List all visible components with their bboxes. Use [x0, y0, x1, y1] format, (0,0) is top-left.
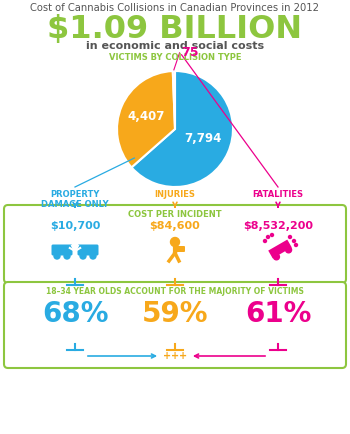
Text: $10,700: $10,700 [50, 221, 100, 231]
Circle shape [54, 253, 60, 259]
Text: 75: 75 [182, 46, 199, 59]
Text: COST PER INCIDENT: COST PER INCIDENT [128, 210, 222, 219]
Circle shape [288, 236, 292, 239]
Circle shape [90, 253, 96, 259]
Text: +: + [179, 351, 187, 361]
Polygon shape [268, 240, 292, 258]
FancyBboxPatch shape [4, 205, 346, 283]
Circle shape [266, 236, 270, 239]
Text: 7,794: 7,794 [184, 132, 221, 145]
Text: in economic and social costs: in economic and social costs [86, 41, 264, 51]
Circle shape [264, 240, 266, 243]
Circle shape [170, 237, 180, 247]
Text: $8,532,200: $8,532,200 [243, 221, 313, 231]
FancyBboxPatch shape [173, 246, 185, 252]
Text: $84,600: $84,600 [150, 221, 200, 231]
Circle shape [80, 253, 86, 259]
Text: 18–34 YEAR OLDS ACCOUNT FOR THE MAJORITY OF VICTIMS: 18–34 YEAR OLDS ACCOUNT FOR THE MAJORITY… [46, 287, 304, 296]
Text: 59%: 59% [142, 300, 208, 328]
Wedge shape [117, 71, 175, 168]
Wedge shape [132, 71, 233, 187]
Text: INJURIES: INJURIES [155, 190, 195, 199]
FancyBboxPatch shape [77, 244, 98, 256]
Circle shape [293, 240, 295, 243]
Text: 61%: 61% [245, 300, 311, 328]
Circle shape [286, 247, 292, 253]
Text: VICTIMS BY COLLISION TYPE: VICTIMS BY COLLISION TYPE [109, 53, 241, 62]
Circle shape [64, 253, 70, 259]
Text: FATALITIES: FATALITIES [252, 190, 303, 199]
Text: Cost of Cannabis Collisions in Canadian Provinces in 2012: Cost of Cannabis Collisions in Canadian … [30, 3, 320, 13]
Wedge shape [173, 71, 175, 129]
FancyBboxPatch shape [4, 282, 346, 368]
Text: 68%: 68% [42, 300, 108, 328]
Circle shape [271, 233, 273, 237]
Circle shape [273, 254, 279, 260]
Text: 4,407: 4,407 [127, 110, 164, 123]
Text: +: + [171, 351, 179, 361]
Text: +: + [163, 351, 171, 361]
FancyBboxPatch shape [51, 244, 72, 256]
Circle shape [294, 243, 297, 247]
Text: $1.09 BILLION: $1.09 BILLION [48, 14, 302, 45]
Text: PROPERTY
DAMAGE ONLY: PROPERTY DAMAGE ONLY [41, 190, 109, 209]
